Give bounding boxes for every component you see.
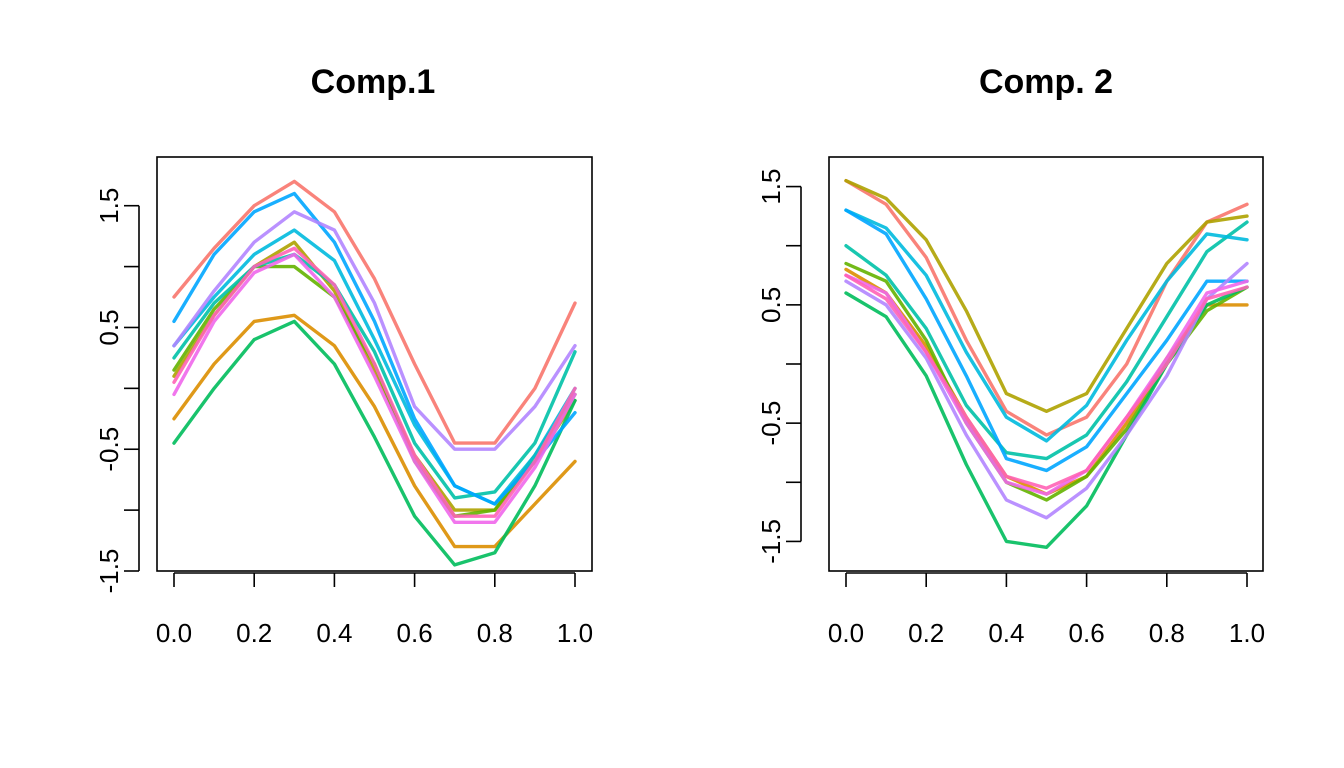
plot-box: [828, 156, 1264, 572]
x-tick-label: 1.0: [1229, 618, 1265, 648]
series-line-6: [172, 252, 577, 500]
series-line-11: [172, 246, 577, 518]
series-line-6: [844, 220, 1249, 461]
series-line-7: [844, 208, 1249, 443]
series-line-4: [844, 261, 1249, 502]
y-axis: -1.5 -0.5 0.5 1.5: [756, 169, 802, 564]
chart-panel-comp-2: Comp. 2 0.0 0.2 0.4 0.6 0.8 1.0 -1.5 -0.5 0.5 1.…: [756, 63, 1265, 648]
series-line-9: [172, 210, 577, 451]
series-lines: [172, 179, 577, 567]
x-tick-label: 0.4: [316, 618, 352, 648]
chart-title: Comp.1: [311, 63, 436, 101]
series-line-1: [172, 179, 577, 445]
chart-panel-comp-1: Comp.1 0.0 0.2 0.4 0.6 0.8 1.0 -1.5 -0.5 0.5 1.5: [94, 63, 593, 648]
x-axis: 0.0 0.2 0.4 0.6 0.8 1.0: [828, 572, 1265, 648]
x-tick-label: 0.2: [236, 618, 272, 648]
plot-box: [156, 156, 593, 572]
series-line-8: [172, 191, 577, 506]
x-tick-label: 1.0: [557, 618, 593, 648]
y-tick-label: 0.5: [94, 309, 124, 345]
y-tick-label: -0.5: [94, 427, 124, 472]
series-lines: [844, 178, 1249, 549]
y-tick-label: -0.5: [756, 401, 786, 446]
y-tick-label: -1.5: [756, 519, 786, 564]
series-line-9: [844, 261, 1249, 520]
y-axis: -1.5 -0.5 0.5 1.5: [94, 188, 140, 594]
x-tick-label: 0.4: [988, 618, 1024, 648]
x-axis: 0.0 0.2 0.4 0.6 0.8 1.0: [156, 572, 593, 648]
x-tick-label: 0.8: [477, 618, 513, 648]
series-line-10: [172, 252, 577, 524]
y-tick-label: 1.5: [756, 169, 786, 205]
x-tick-label: 0.0: [828, 618, 864, 648]
chart-title: Comp. 2: [979, 63, 1113, 101]
series-line-3: [844, 178, 1249, 413]
series-line-11: [844, 273, 1249, 490]
y-tick-label: 1.5: [94, 188, 124, 224]
x-tick-label: 0.6: [397, 618, 433, 648]
y-tick-label: -1.5: [94, 549, 124, 594]
x-tick-label: 0.2: [908, 618, 944, 648]
series-line-1: [844, 178, 1249, 437]
x-tick-label: 0.6: [1069, 618, 1105, 648]
series-line-8: [844, 208, 1249, 473]
x-tick-label: 0.8: [1149, 618, 1185, 648]
x-tick-label: 0.0: [156, 618, 192, 648]
series-line-5: [172, 319, 577, 567]
y-tick-label: 0.5: [756, 287, 786, 323]
